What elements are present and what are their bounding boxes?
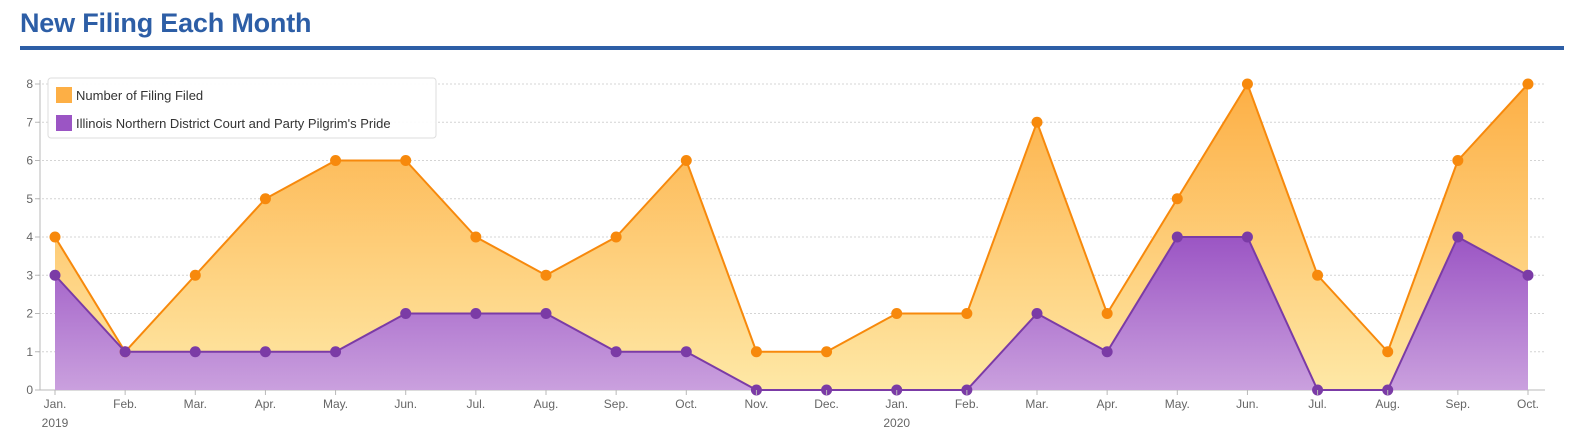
data-point[interactable] [259, 346, 271, 358]
y-tick-label: 3 [26, 268, 33, 282]
series-lines [54, 83, 1529, 391]
data-point[interactable] [400, 308, 412, 319]
x-tick-label: Apr. [1096, 397, 1117, 411]
data-point[interactable] [400, 155, 412, 166]
data-point[interactable] [49, 231, 61, 243]
legend-box [47, 77, 437, 139]
data-point[interactable] [1101, 346, 1113, 358]
data-point[interactable] [119, 346, 131, 358]
legend-swatch-1[interactable] [56, 115, 72, 131]
data-point[interactable] [330, 346, 342, 358]
axis-tick-labels: 0 1 2 3 4 5 6 7 8 Jan. Feb. Mar. Apr. May. Jun. Jul. Aug… [26, 77, 1539, 430]
data-point[interactable] [540, 269, 552, 281]
data-point[interactable] [1241, 78, 1253, 90]
y-tick-label: 4 [26, 230, 33, 244]
data-point[interactable] [1031, 308, 1043, 319]
x-tick-label: Jan. [44, 397, 67, 411]
data-point[interactable] [470, 231, 482, 243]
x-tick-label: Sep. [604, 397, 629, 411]
data-point[interactable] [821, 346, 833, 358]
legend-swatch-0[interactable] [56, 87, 72, 103]
data-point[interactable] [1101, 308, 1113, 319]
data-point[interactable] [610, 346, 622, 358]
x-tick-label: Feb. [955, 397, 979, 411]
data-point[interactable] [1382, 346, 1394, 358]
y-tick-label: 0 [26, 383, 33, 397]
data-point[interactable] [1241, 231, 1253, 243]
page-title: New Filing Each Month [20, 8, 312, 38]
x-tick-label: May. [323, 397, 348, 411]
data-point[interactable] [1031, 116, 1043, 128]
x-year-label: 2020 [883, 416, 910, 430]
legend-label-1[interactable]: Illinois Northern District Court and Par… [76, 116, 391, 131]
legend[interactable]: Number of Filing Filed Illinois Northern … [47, 77, 437, 139]
y-tick-label: 7 [26, 115, 33, 129]
data-point[interactable] [961, 308, 973, 319]
x-tick-label: May. [1165, 397, 1190, 411]
x-tick-label: Oct. [1517, 397, 1539, 411]
y-tick-label: 6 [26, 154, 33, 168]
data-point[interactable] [1312, 269, 1324, 281]
x-tick-label: Jun. [1236, 397, 1259, 411]
series-area-1 [55, 237, 1528, 390]
data-point[interactable] [540, 308, 552, 319]
data-point[interactable] [750, 346, 762, 358]
series-points [49, 78, 1534, 396]
x-tick-label: Apr. [255, 397, 276, 411]
x-tick-label: Mar. [1025, 397, 1048, 411]
x-tick-label: Sep. [1446, 397, 1471, 411]
data-point[interactable] [891, 308, 903, 319]
series-line-0 [54, 83, 1529, 353]
x-tick-label: Mar. [184, 397, 207, 411]
data-point[interactable] [330, 155, 342, 166]
x-tick-label: Feb. [113, 397, 137, 411]
data-point[interactable] [1452, 155, 1464, 166]
data-point[interactable] [1452, 231, 1464, 243]
data-point[interactable] [49, 269, 61, 281]
x-tick-label: Nov. [745, 397, 769, 411]
x-tick-label: Jun. [394, 397, 417, 411]
data-point[interactable] [1522, 269, 1534, 281]
x-tick-label: Oct. [675, 397, 697, 411]
x-tick-label: Dec. [814, 397, 839, 411]
x-year-label: 2019 [42, 416, 69, 430]
data-point[interactable] [189, 346, 201, 358]
data-point[interactable] [680, 346, 692, 358]
series-line-1 [54, 236, 1529, 391]
y-tick-label: 2 [26, 307, 33, 321]
y-tick-label: 1 [26, 345, 33, 359]
data-point[interactable] [470, 308, 482, 319]
data-point[interactable] [189, 269, 201, 281]
x-tick-label: Aug. [1375, 397, 1400, 411]
x-tick-label: Jan. [885, 397, 908, 411]
data-point[interactable] [680, 155, 692, 166]
data-point[interactable] [259, 193, 271, 205]
data-point[interactable] [1522, 78, 1534, 90]
data-point[interactable] [1171, 231, 1183, 243]
y-tick-label: 8 [26, 77, 33, 91]
x-tick-label: Jul. [467, 397, 486, 411]
data-point[interactable] [610, 231, 622, 243]
legend-label-0[interactable]: Number of Filing Filed [76, 88, 203, 103]
x-tick-label: Aug. [534, 397, 559, 411]
y-tick-label: 5 [26, 192, 33, 206]
x-tick-label: Jul. [1308, 397, 1327, 411]
title-divider [20, 46, 1564, 50]
data-point[interactable] [1171, 193, 1183, 205]
